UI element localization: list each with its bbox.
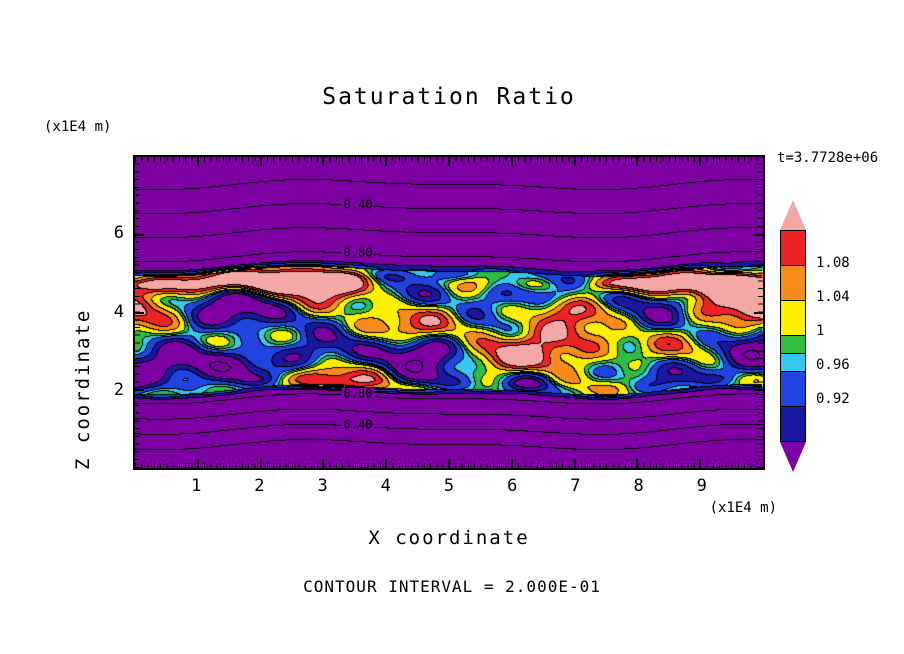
colorbar-segment-5 (781, 371, 805, 406)
x-major-tick-top-7 (574, 157, 576, 166)
x-major-tick-top-4 (385, 157, 387, 166)
colorbar-column (780, 200, 806, 472)
contour-label-lower-0.40: 0.40 (341, 417, 375, 432)
colorbar: 1.08 1.04 1 0.96 0.92 (780, 200, 890, 480)
x-major-tick-top-5 (448, 157, 450, 166)
x-major-tick-bottom-1 (197, 459, 199, 468)
x-axis-unit-label: (x1E4 m) (709, 500, 777, 516)
x-tick-label-7: 7 (570, 476, 581, 496)
x-major-tick-bottom-9 (699, 459, 701, 468)
x-tick-label-4: 4 (380, 476, 391, 496)
y-major-tick-left-4 (135, 312, 144, 314)
x-tick-label-5: 5 (443, 476, 455, 496)
x-major-tick-top-9 (699, 157, 701, 166)
y-axis-tick-labels: 2 4 6 (92, 155, 124, 470)
x-tick-label-9: 9 (696, 476, 707, 496)
y-major-tick-right-4 (754, 312, 763, 314)
x-major-tick-top-2 (260, 157, 262, 166)
x-major-tick-top-6 (511, 157, 513, 166)
y-major-tick-right-6 (754, 234, 763, 236)
x-major-tick-top-1 (197, 157, 199, 166)
chart-title: Saturation Ratio (322, 84, 576, 110)
contour-label-lower-0.80: 0.80 (341, 386, 375, 401)
colorbar-segment-1 (781, 265, 805, 300)
colorbar-label-0.96: 0.96 (816, 357, 850, 373)
x-major-tick-bottom-6 (511, 459, 513, 468)
colorbar-label-1.08: 1.08 (816, 255, 850, 271)
x-tick-label-1: 1 (191, 476, 202, 496)
colorbar-under-arrow (780, 442, 806, 472)
x-major-tick-top-8 (636, 157, 638, 166)
colorbar-label-1: 1 (816, 323, 825, 339)
x-tick-label-8: 8 (633, 476, 644, 496)
x-axis-tick-labels: 1 2 3 4 5 6 7 8 9 (133, 476, 765, 498)
contour-interval-note: CONTOUR INTERVAL = 2.000E-01 (303, 577, 601, 596)
x-major-tick-bottom-2 (260, 459, 262, 468)
colorbar-segments (780, 230, 806, 442)
x-major-tick-bottom-7 (574, 459, 576, 468)
colorbar-segment-0 (781, 231, 805, 265)
x-axis-title: X coordinate (368, 527, 530, 549)
y-tick-label-6: 6 (113, 222, 124, 243)
y-tick-label-4: 4 (113, 301, 124, 322)
colorbar-over-arrow (780, 200, 806, 230)
plot-area: 0.40 0.80 0.80 0.40 (133, 155, 765, 470)
x-major-tick-bottom-4 (385, 459, 387, 468)
x-tick-label-3: 3 (317, 476, 328, 496)
colorbar-segment-4 (781, 353, 805, 371)
x-tick-label-6: 6 (507, 476, 518, 496)
x-major-tick-bottom-8 (636, 459, 638, 468)
y-major-tick-left-6 (135, 234, 144, 236)
y-major-tick-right-2 (754, 389, 763, 391)
x-major-tick-bottom-3 (322, 459, 324, 468)
y-major-tick-left-2 (135, 389, 144, 391)
contour-label-upper-0.80: 0.80 (341, 245, 375, 260)
x-major-tick-top-3 (322, 157, 324, 166)
colorbar-segment-3 (781, 335, 805, 353)
contour-label-upper-0.40: 0.40 (341, 197, 375, 212)
colorbar-label-1.04: 1.04 (816, 289, 850, 305)
contour-canvas (135, 157, 763, 468)
colorbar-segment-6 (781, 406, 805, 441)
colorbar-label-0.92: 0.92 (816, 391, 850, 407)
y-axis-title: Z coordinate (72, 308, 94, 470)
x-tick-label-2: 2 (254, 476, 265, 496)
y-axis-unit-label: (x1E4 m) (44, 119, 112, 135)
y-tick-label-2: 2 (113, 380, 124, 401)
colorbar-labels: 1.08 1.04 1 0.96 0.92 (816, 200, 886, 480)
x-major-tick-bottom-5 (448, 459, 450, 468)
colorbar-segment-2 (781, 300, 805, 335)
time-annotation: t=3.7728e+06 (777, 150, 879, 166)
